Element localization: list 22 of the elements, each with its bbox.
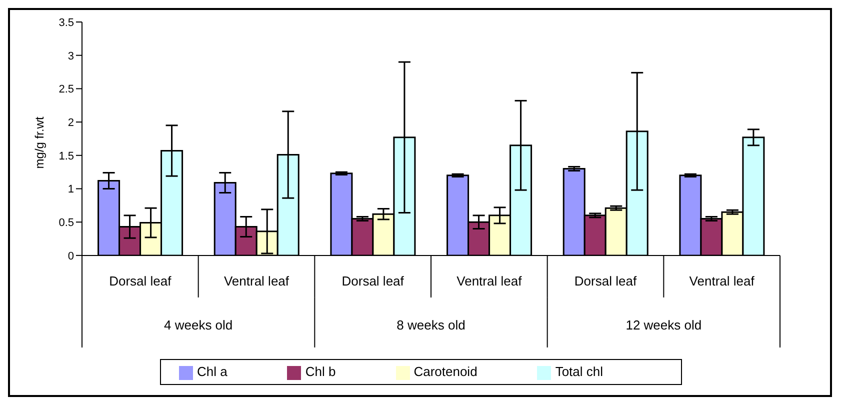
- y-tick-label: 2.5: [58, 84, 74, 96]
- y-tick-label: 3: [68, 50, 74, 62]
- x-tick-label: Dorsal leaf: [109, 273, 172, 288]
- text: 4 weeks old: [164, 317, 233, 332]
- y-tick-label: 1: [68, 184, 74, 196]
- y-axis-title: mg/g fr.wt: [32, 116, 46, 169]
- y-tick-label: 3.5: [58, 16, 74, 29]
- y-tick-label: 1.5: [58, 150, 74, 162]
- y-tick-label: 0.5: [58, 216, 74, 229]
- y-tick-label: 0: [68, 250, 74, 262]
- x-tick-label: Ventral leaf: [224, 273, 290, 288]
- x-tick-label: Dorsal leaf: [574, 273, 637, 288]
- legend-label: Carotenoid: [414, 364, 478, 380]
- legend-label: Total chl: [555, 364, 604, 380]
- text: 12 weeks old: [626, 317, 702, 332]
- x-tick-label: Ventral leaf: [456, 273, 522, 288]
- text: 8 weeks old: [396, 317, 466, 332]
- legend-label: Chl b: [305, 364, 336, 380]
- y-tick-label: 2: [68, 116, 74, 129]
- x-tick-label: Dorsal leaf: [342, 273, 404, 288]
- legend-label: Chl a: [196, 364, 228, 380]
- x-tick-label: Ventral leaf: [689, 273, 755, 288]
